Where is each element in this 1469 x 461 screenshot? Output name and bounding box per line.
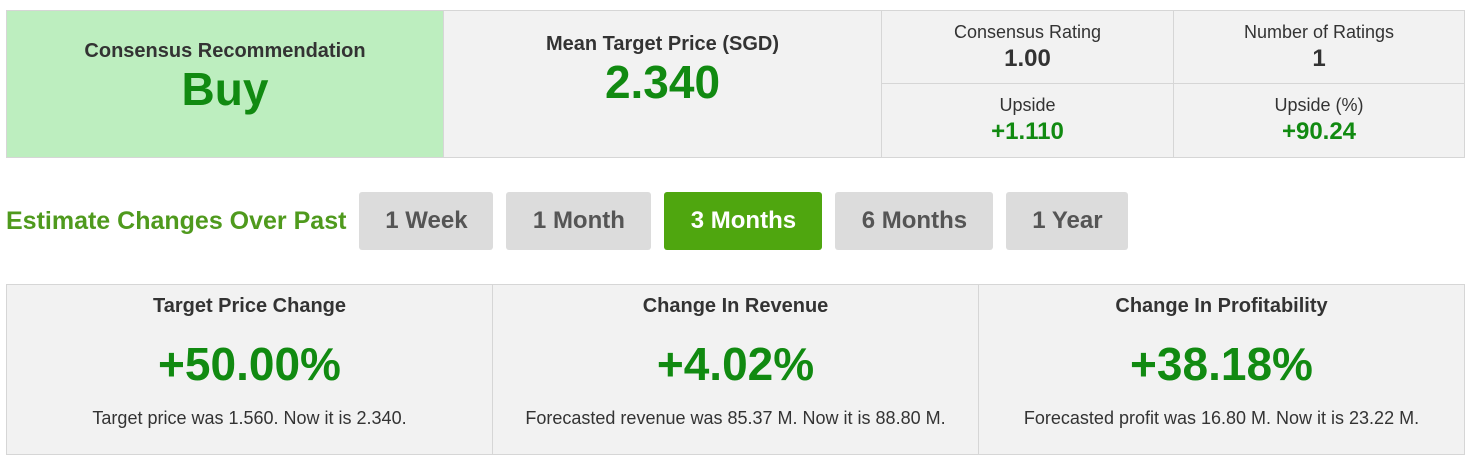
revenue-change-title: Change In Revenue <box>642 295 829 317</box>
period-button-6-months[interactable]: 6 Months <box>835 192 994 250</box>
target-price-change-cell: Target Price Change +50.00% Target price… <box>7 285 493 454</box>
number-of-ratings-value: 1 <box>1312 44 1326 72</box>
recommendation-value: Buy <box>181 62 269 115</box>
revenue-change-value: +4.02% <box>656 338 815 390</box>
target-price-value: 2.340 <box>604 55 721 108</box>
target-price-label: Mean Target Price (SGD) <box>545 32 780 55</box>
profitability-change-cell: Change In Profitability +38.18% Forecast… <box>979 285 1464 454</box>
period-button-3-months[interactable]: 3 Months <box>664 192 823 250</box>
mean-target-price-box: Mean Target Price (SGD) 2.340 <box>444 11 882 157</box>
upside-cell: Upside +1.110 <box>882 84 1174 157</box>
number-of-ratings-label: Number of Ratings <box>1243 21 1395 42</box>
profitability-change-value: +38.18% <box>1130 338 1313 390</box>
estimate-changes-panel: Target Price Change +50.00% Target price… <box>6 284 1465 455</box>
revenue-change-cell: Change In Revenue +4.02% Forecasted reve… <box>493 285 979 454</box>
target-price-change-value: +50.00% <box>158 338 341 390</box>
upside-value: +1.110 <box>991 118 1064 145</box>
upside-percent-value: +90.24 <box>1281 118 1357 145</box>
profitability-change-title: Change In Profitability <box>1115 295 1328 317</box>
upside-percent-label: Upside (%) <box>1274 95 1364 115</box>
upside-label: Upside <box>999 95 1056 115</box>
period-button-1-year[interactable]: 1 Year <box>1006 192 1129 250</box>
target-price-change-note: Target price was 1.560. Now it is 2.340. <box>92 408 407 428</box>
number-of-ratings-cell: Number of Ratings 1 <box>1174 11 1464 84</box>
period-button-1-week[interactable]: 1 Week <box>359 192 494 250</box>
profitability-change-note: Forecasted profit was 16.80 M. Now it is… <box>1023 408 1420 428</box>
rating-stats-grid: Consensus Rating 1.00 Number of Ratings … <box>882 11 1464 157</box>
target-price-change-title: Target Price Change <box>152 295 347 317</box>
upside-percent-cell: Upside (%) +90.24 <box>1174 84 1464 157</box>
consensus-rating-value: 1.00 <box>1004 44 1051 72</box>
consensus-recommendation-box: Consensus Recommendation Buy <box>7 11 444 157</box>
estimate-changes-toolbar: Estimate Changes Over Past 1 Week 1 Mont… <box>6 192 1141 250</box>
consensus-summary-panel: Consensus Recommendation Buy Mean Target… <box>6 10 1465 158</box>
revenue-change-note: Forecasted revenue was 85.37 M. Now it i… <box>525 408 946 428</box>
consensus-rating-cell: Consensus Rating 1.00 <box>882 11 1174 84</box>
period-button-1-month[interactable]: 1 Month <box>506 192 652 250</box>
recommendation-label: Consensus Recommendation <box>84 39 366 62</box>
estimate-changes-title: Estimate Changes Over Past <box>6 206 347 235</box>
consensus-rating-label: Consensus Rating <box>953 21 1102 42</box>
